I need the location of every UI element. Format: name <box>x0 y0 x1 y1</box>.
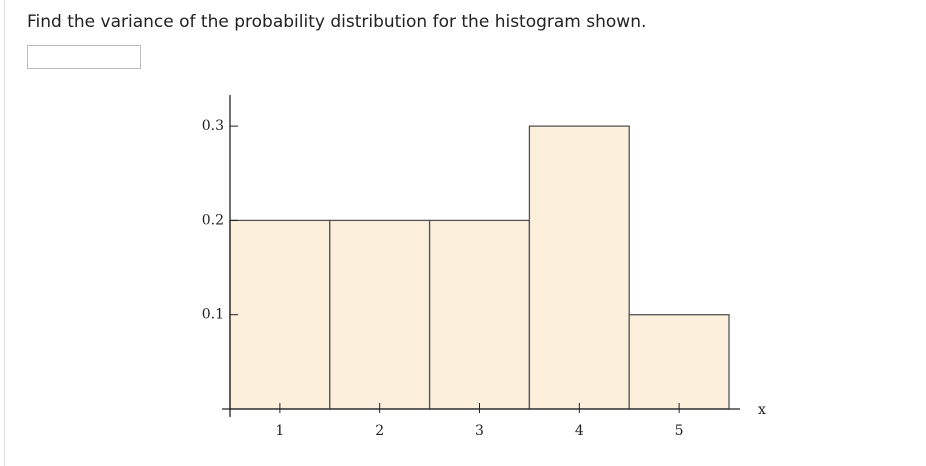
x-tick-label: 1 <box>275 423 284 439</box>
bar <box>428 219 531 410</box>
bar <box>528 125 630 410</box>
x-axis-label: x <box>758 402 766 418</box>
x-tick-label: 5 <box>675 423 684 439</box>
answer-input[interactable] <box>27 45 141 69</box>
bar <box>329 219 431 410</box>
question: Find the variance of the probability dis… <box>27 12 647 32</box>
bar <box>229 219 331 410</box>
x-tick-label: 2 <box>375 423 384 439</box>
y-tick-label: 0.1 <box>202 307 224 323</box>
bar <box>628 314 730 410</box>
y-tick-label: 0.2 <box>202 212 224 228</box>
x-tick-label: 3 <box>475 423 484 439</box>
x-tick-label: 4 <box>575 423 584 439</box>
y-tick-label: 0.3 <box>202 118 224 134</box>
left-rule <box>4 0 5 466</box>
